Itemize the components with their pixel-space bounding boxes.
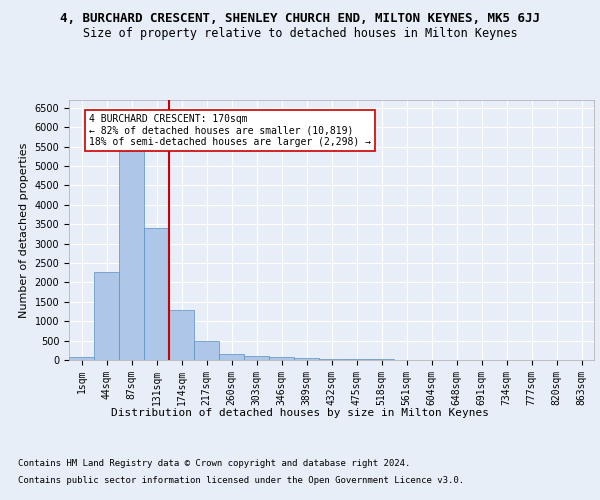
Bar xyxy=(194,342,219,360)
Bar xyxy=(219,354,244,360)
Bar xyxy=(294,358,319,360)
Bar xyxy=(69,358,94,360)
Bar xyxy=(319,359,344,360)
Bar xyxy=(119,150,144,360)
Y-axis label: Number of detached properties: Number of detached properties xyxy=(19,142,29,318)
Bar xyxy=(269,358,294,360)
Bar xyxy=(169,310,194,360)
Text: Distribution of detached houses by size in Milton Keynes: Distribution of detached houses by size … xyxy=(111,408,489,418)
Bar xyxy=(144,228,169,360)
Bar xyxy=(94,272,119,360)
Text: Contains HM Land Registry data © Crown copyright and database right 2024.: Contains HM Land Registry data © Crown c… xyxy=(18,458,410,468)
Bar xyxy=(344,359,369,360)
Text: 4, BURCHARD CRESCENT, SHENLEY CHURCH END, MILTON KEYNES, MK5 6JJ: 4, BURCHARD CRESCENT, SHENLEY CHURCH END… xyxy=(60,12,540,26)
Bar xyxy=(244,356,269,360)
Bar xyxy=(369,359,394,360)
Text: Size of property relative to detached houses in Milton Keynes: Size of property relative to detached ho… xyxy=(83,28,517,40)
Text: 4 BURCHARD CRESCENT: 170sqm
← 82% of detached houses are smaller (10,819)
18% of: 4 BURCHARD CRESCENT: 170sqm ← 82% of det… xyxy=(89,114,371,147)
Text: Contains public sector information licensed under the Open Government Licence v3: Contains public sector information licen… xyxy=(18,476,464,485)
